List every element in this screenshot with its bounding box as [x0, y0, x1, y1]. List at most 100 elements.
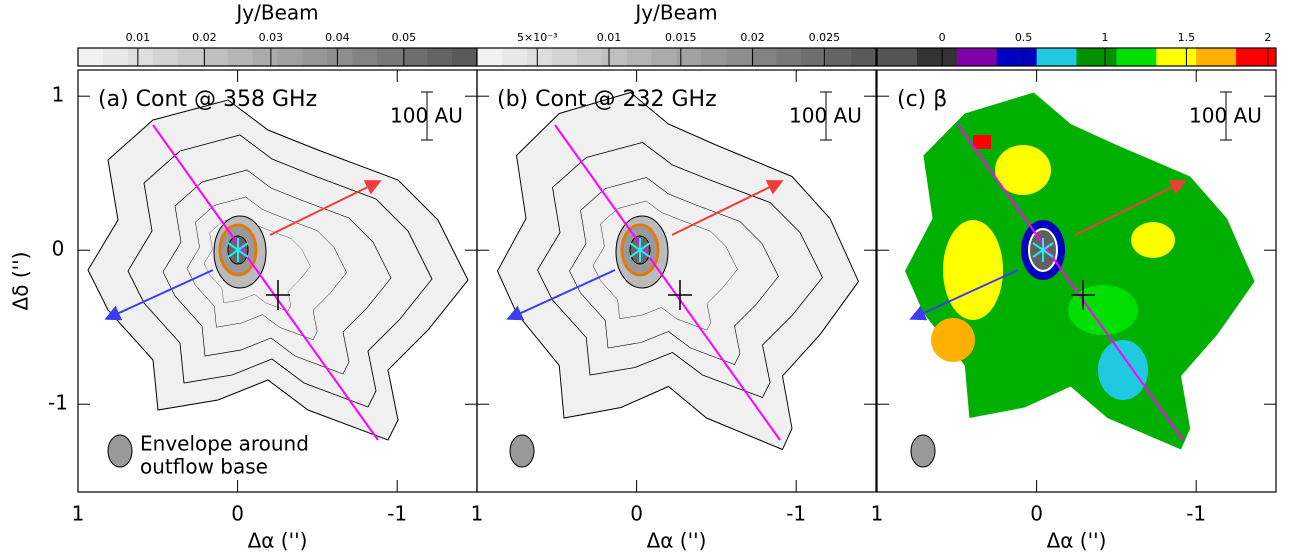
colorbar-step	[377, 48, 403, 66]
x-tick-label: -1	[786, 502, 806, 526]
colorbar-step	[402, 48, 428, 66]
red-arrow	[671, 180, 784, 236]
annotation: outflow base	[140, 455, 268, 479]
y-tick-label: 0	[52, 237, 65, 261]
beta-patch	[1131, 222, 1175, 258]
colorbar-step	[127, 48, 154, 66]
scale-bar	[1220, 91, 1232, 141]
cross	[1071, 280, 1095, 310]
colorbar-tick-label: 0.02	[192, 31, 217, 44]
colorbar-tick-label: 0.05	[392, 31, 417, 44]
colorbar-tick-label: 5×10⁻³	[517, 31, 557, 44]
colorbar-step	[501, 48, 528, 66]
colorbar-step	[227, 48, 254, 66]
colorbar-step	[78, 48, 104, 66]
y-tick-label: -1	[48, 391, 68, 415]
colorbar-step	[701, 48, 727, 66]
beam	[509, 434, 535, 468]
colorbar-step	[676, 48, 702, 66]
axis-line	[957, 124, 1184, 441]
colorbar-step	[726, 48, 752, 66]
colorbar-step	[1196, 48, 1237, 66]
colorbar-step	[626, 48, 653, 66]
colorbar-step	[427, 48, 453, 66]
x-tick-label: -1	[387, 502, 407, 526]
beta-patch	[973, 135, 991, 149]
colorbar-step	[851, 48, 877, 66]
colorbar-step	[551, 48, 578, 66]
map-a	[87, 99, 469, 468]
axis-line	[554, 124, 781, 441]
scale-bar-label: 100 AU	[390, 104, 463, 128]
colorbar-step	[177, 48, 204, 66]
colorbar-step	[202, 48, 229, 66]
beta-patch	[995, 145, 1051, 195]
colorbar-step	[477, 48, 503, 66]
map-c	[905, 92, 1255, 468]
colorbar-frame	[876, 47, 1277, 67]
beta-patch	[1068, 285, 1138, 335]
cross	[266, 280, 290, 310]
colorbar-step	[601, 48, 628, 66]
x-tick-label: 1	[471, 502, 484, 526]
scale-bar-label: 100 AU	[1189, 104, 1262, 128]
colorbar-label: Jy/Beam	[234, 1, 318, 25]
beta-patch	[931, 318, 975, 362]
panel-title: (b) Cont @ 232 GHz	[497, 87, 717, 112]
y-tick-label: 1	[52, 83, 65, 107]
colorbar-tick-label: 0.01	[126, 31, 151, 44]
colorbar-step	[102, 48, 129, 66]
panel-title: (a) Cont @ 358 GHz	[98, 87, 317, 112]
colorbar-step	[452, 48, 478, 66]
colorbar-step	[1076, 48, 1117, 66]
x-axis-label: Δα ('')	[248, 529, 308, 553]
colorbar-step	[801, 48, 827, 66]
star	[227, 238, 249, 262]
beam	[910, 434, 936, 468]
colorbar-step	[1156, 48, 1197, 66]
colorbar-tick-label: 1.5	[1178, 31, 1196, 44]
colorbar-step	[352, 48, 378, 66]
colorbar-step	[916, 48, 958, 66]
annotation: Envelope around	[140, 432, 309, 456]
beta-patch	[943, 220, 1003, 320]
blue-arrow	[104, 269, 214, 321]
y-axis-label: Δδ ('')	[9, 252, 33, 311]
blue-arrow	[506, 269, 616, 321]
red-arrow	[269, 180, 382, 236]
colorbar-step	[152, 48, 179, 66]
colorbar-step	[751, 48, 777, 66]
colorbar-step	[252, 48, 278, 66]
colorbar-step	[327, 48, 353, 66]
axis-line	[152, 124, 379, 441]
x-tick-label: 0	[1030, 502, 1043, 526]
colorbar-step	[1236, 48, 1277, 66]
colorbar-step	[776, 48, 802, 66]
map-b	[496, 91, 860, 468]
beta-patch	[1098, 340, 1148, 400]
colorbar-step	[877, 48, 918, 66]
scale-bar	[820, 91, 832, 141]
colorbar-step	[651, 48, 677, 66]
colorbar-label: Jy/Beam	[633, 1, 717, 25]
colorbar-step	[302, 48, 328, 66]
colorbar-tick-label: 0.5	[1015, 31, 1033, 44]
scale-bar-label: 100 AU	[789, 104, 862, 128]
colorbar-tick-label: 0.01	[597, 31, 622, 44]
red-arrow	[1074, 180, 1187, 236]
x-tick-label: 0	[630, 502, 643, 526]
panel-title: (c) β	[897, 87, 947, 112]
cross	[668, 280, 692, 310]
x-tick-label: 1	[871, 502, 884, 526]
colorbar-step	[1116, 48, 1157, 66]
x-tick-label: 0	[231, 502, 244, 526]
colorbar-tick-label: 0.03	[259, 31, 284, 44]
colorbar-tick-label: 2	[1264, 31, 1271, 44]
panel-frame	[476, 69, 877, 493]
contour	[496, 91, 860, 451]
colorbar-tick-label: 0.04	[325, 31, 350, 44]
colorbar-tick-label: 0.015	[665, 31, 697, 44]
colorbar-step	[996, 48, 1038, 66]
panel-frame	[876, 69, 1277, 493]
